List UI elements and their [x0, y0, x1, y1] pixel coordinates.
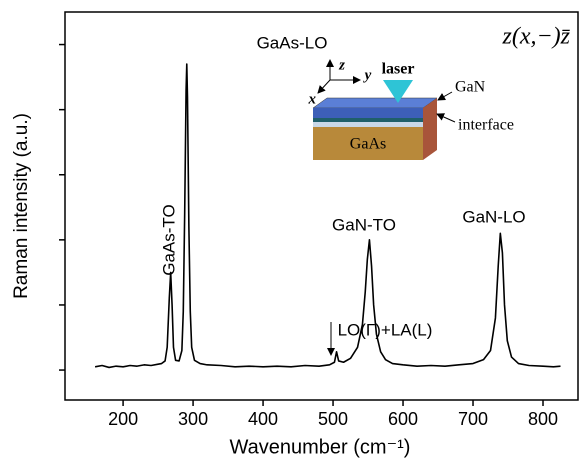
inset-label: GaAs: [350, 136, 386, 153]
x-tick-label: 400: [248, 409, 278, 429]
y-axis-label: Raman intensity (a.u.): [11, 113, 32, 299]
inset-label: interface: [458, 117, 514, 134]
plot-frame: [64, 11, 579, 401]
x-tick-label: 700: [458, 409, 488, 429]
x-tick-label: 600: [388, 409, 418, 429]
peak-annotation: GaAs-LO: [257, 33, 328, 52]
inset-label: x: [308, 91, 317, 107]
inset-label: laser: [382, 61, 415, 78]
inset-label: z: [338, 57, 345, 73]
x-tick-label: 800: [528, 409, 558, 429]
spectrum-line: [94, 63, 561, 369]
x-axis-label: Wavenumber (cm⁻¹): [230, 436, 411, 458]
inset-label: y: [363, 67, 372, 83]
peak-annotation: GaN-LO: [462, 207, 525, 226]
x-tick-label: 500: [318, 409, 348, 429]
inset-label: GaN: [455, 79, 486, 96]
x-tick-label: 200: [108, 409, 138, 429]
x-tick-label: 300: [178, 409, 208, 429]
peak-annotation: GaN-TO: [332, 215, 396, 234]
peak-annotation: LO(Γ)+LA(L): [338, 320, 433, 339]
peak-annotation: GaAs-TO: [159, 204, 178, 275]
inset: [312, 59, 456, 160]
formula: z(x,−)z̄: [501, 24, 570, 50]
